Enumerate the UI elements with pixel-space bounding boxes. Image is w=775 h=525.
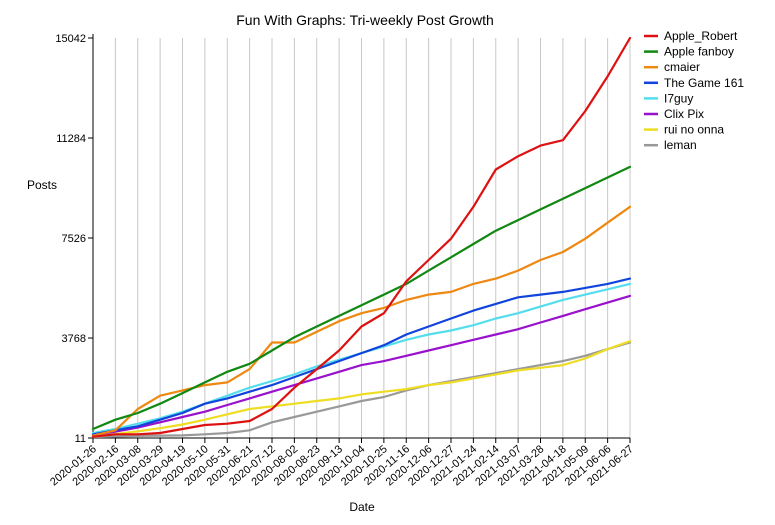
y-tick-label: 15042 bbox=[55, 33, 86, 45]
x-axis-label: Date bbox=[349, 500, 375, 514]
series-line-1 bbox=[91, 36, 632, 438]
legend-label: The Game 161 bbox=[664, 76, 744, 90]
y-tick-label: 7526 bbox=[62, 233, 86, 245]
legend-label: Apple fanboy bbox=[664, 45, 734, 59]
legend-label: Apple_Robert bbox=[664, 29, 738, 43]
y-tick-label: 11 bbox=[75, 433, 86, 445]
series-line-8 bbox=[91, 341, 632, 439]
y-axis-label: Posts bbox=[27, 178, 57, 192]
series-lines bbox=[91, 36, 632, 439]
grid-lines bbox=[92, 38, 631, 438]
legend-label: leman bbox=[664, 138, 697, 152]
y-tick-label: 3768 bbox=[62, 333, 86, 345]
legend-label: cmaier bbox=[664, 60, 700, 74]
series-line-3 bbox=[91, 205, 632, 437]
legend-label: Clix Pix bbox=[664, 107, 704, 121]
x-axis-ticks: 2020-01-262020-02-162020-03-082020-03-29… bbox=[48, 438, 636, 488]
series-line-7 bbox=[91, 340, 632, 438]
series-line-2 bbox=[91, 165, 632, 431]
y-tick-label: 11284 bbox=[56, 133, 86, 145]
legend-label: rui no onna bbox=[664, 123, 724, 137]
legend-label: I7guy bbox=[664, 91, 693, 105]
series-line-6 bbox=[91, 294, 632, 436]
y-axis-ticks: 11 3768 7526 11284 15042 bbox=[55, 33, 93, 445]
chart-title: Fun With Graphs: Tri-weekly Post Growth bbox=[236, 12, 494, 28]
series-line-4 bbox=[91, 277, 632, 436]
